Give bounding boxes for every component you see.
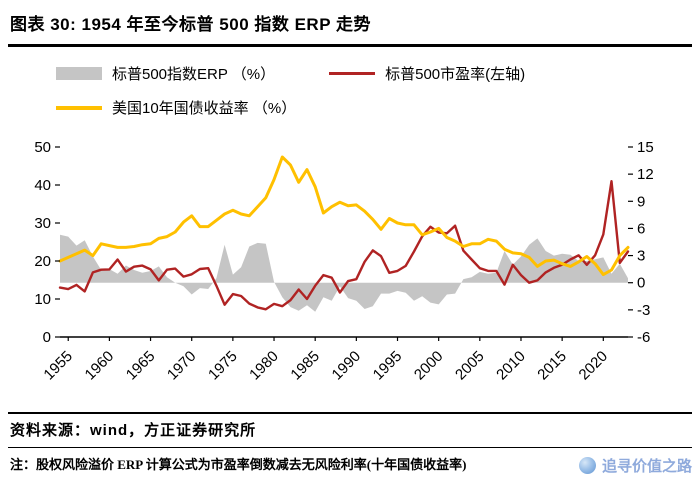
x-axis-label: 1990: [329, 348, 365, 384]
x-axis-label: 1975: [205, 348, 241, 384]
chart-legend: 标普500指数ERP （%） 标普500市盈率(左轴) 美国10年国债收益率 （…: [56, 63, 700, 118]
right-axis-label: -6: [637, 329, 650, 346]
legend-item-pe: 标普500市盈率(左轴): [329, 63, 525, 84]
figure-title: 图表 30: 1954 年至今标普 500 指数 ERP 走势: [8, 6, 692, 47]
legend-label-pe: 标普500市盈率(左轴): [385, 66, 526, 83]
legend-label-erp: 标普500指数ERP （%）: [112, 66, 276, 83]
right-axis-label: 9: [637, 193, 645, 210]
yield-line-swatch: [56, 105, 102, 110]
source-text: 资料来源：wind，方正证券研究所: [10, 422, 257, 439]
watermark-logo-icon: [578, 457, 596, 474]
x-axis-label: 1985: [287, 348, 323, 384]
right-axis-label: 3: [637, 248, 645, 265]
footer-rule-thin: [8, 447, 692, 448]
x-axis-label: 2015: [534, 348, 570, 384]
right-axis-label: 15: [637, 139, 654, 156]
x-axis-label: 1970: [164, 348, 200, 384]
left-axis-label: 30: [34, 215, 51, 232]
right-axis-label: 0: [637, 275, 645, 292]
right-axis-label: 6: [637, 220, 645, 237]
watermark-text: 追寻价值之路: [601, 458, 692, 475]
pe-line-swatch: [329, 72, 376, 75]
footer-rule-thick: [8, 412, 692, 414]
x-axis-label: 2010: [493, 348, 529, 384]
footer: 资料来源：wind，方正证券研究所 注：股权风险溢价 ERP 计算公式为市盈率倒…: [0, 412, 700, 481]
legend-item-yield: 美国10年国债收益率 （%）: [56, 97, 296, 118]
left-axis-label: 20: [34, 253, 51, 270]
watermark: 追寻价值之路: [572, 455, 692, 476]
legend-item-erp: 标普500指数ERP （%）: [56, 63, 275, 84]
x-axis-label: 1980: [246, 348, 282, 384]
left-axis-label: 40: [34, 177, 51, 194]
legend-row-2: 美国10年国债收益率 （%）: [56, 97, 700, 118]
left-axis-label: 50: [34, 139, 51, 156]
x-axis-label: 1955: [40, 348, 76, 384]
note-row: 注：股权风险溢价 ERP 计算公式为市盈率倒数减去无风险利率(十年国债收益率) …: [0, 448, 700, 481]
x-axis-label: 2000: [411, 348, 447, 384]
x-axis-label: 1960: [82, 348, 118, 384]
right-axis-label: 12: [637, 166, 654, 183]
left-axis-label: 0: [43, 329, 51, 346]
right-axis-label: -3: [637, 302, 650, 319]
erp-area-swatch: [56, 67, 102, 80]
x-axis-label: 1995: [370, 348, 406, 384]
erp-area-series: [60, 234, 628, 312]
x-axis-label: 2020: [576, 348, 612, 384]
legend-label-yield: 美国10年国债收益率 （%）: [112, 100, 297, 117]
legend-row-1: 标普500指数ERP （%） 标普500市盈率(左轴): [56, 63, 700, 84]
yield-line-series: [58, 155, 630, 277]
x-axis-label: 1965: [123, 348, 159, 384]
left-axis-label: 10: [34, 291, 51, 308]
x-axis-label: 2005: [452, 348, 488, 384]
pe-line-series: [58, 180, 630, 311]
note-text: 注：股权风险溢价 ERP 计算公式为市盈率倒数减去无风险利率(十年国债收益率): [10, 457, 467, 472]
